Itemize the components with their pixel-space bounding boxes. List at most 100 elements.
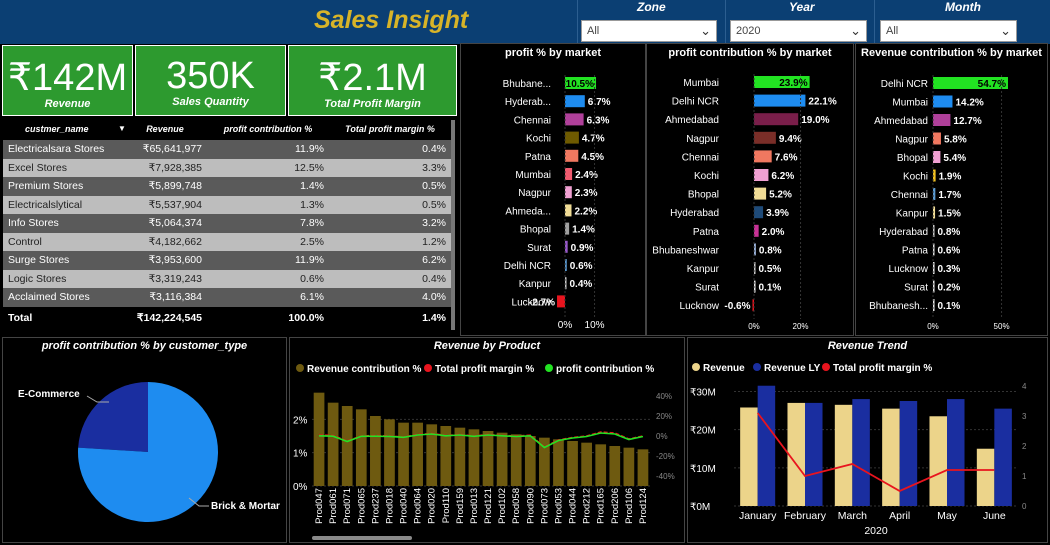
- bar[interactable]: [805, 402, 823, 506]
- horizontal-scrollbar[interactable]: [312, 536, 412, 540]
- bar[interactable]: [553, 439, 564, 486]
- bar[interactable]: [313, 392, 325, 486]
- bar[interactable]: [426, 424, 438, 486]
- bar[interactable]: [609, 446, 621, 486]
- bar[interactable]: [933, 95, 953, 108]
- table-row[interactable]: Logic Stores ₹3,319,243 0.6% 0.4%: [3, 269, 451, 288]
- table-row[interactable]: Electricalslytical ₹5,537,904 1.3% 0.5%: [3, 195, 451, 214]
- bar[interactable]: [565, 95, 585, 108]
- zone-filter-dropdown[interactable]: All ⌄: [581, 20, 717, 42]
- bar[interactable]: [947, 399, 965, 506]
- bar[interactable]: [740, 407, 758, 506]
- bar[interactable]: [623, 447, 635, 486]
- bar[interactable]: [933, 169, 936, 182]
- bar[interactable]: [754, 206, 764, 219]
- bar[interactable]: [637, 449, 649, 486]
- kpi-card-revenue[interactable]: ₹142M Revenue: [2, 45, 133, 116]
- bar[interactable]: [754, 76, 810, 88]
- year-filter-dropdown[interactable]: 2020 ⌄: [730, 20, 867, 42]
- bar[interactable]: [994, 408, 1012, 506]
- pie-slice[interactable]: [77, 382, 218, 522]
- bar[interactable]: [565, 77, 597, 89]
- bar[interactable]: [412, 422, 423, 486]
- bar[interactable]: [341, 406, 353, 486]
- column-header-customer[interactable]: custmer_name: [3, 118, 115, 140]
- column-header-revenue[interactable]: ▼ Revenue: [115, 118, 207, 140]
- bar[interactable]: [496, 432, 508, 486]
- bar[interactable]: [933, 151, 941, 163]
- bar[interactable]: [565, 113, 584, 126]
- bar[interactable]: [757, 385, 776, 506]
- bar[interactable]: [933, 188, 936, 200]
- bar[interactable]: [882, 408, 900, 506]
- bar[interactable]: [754, 113, 799, 126]
- table-row[interactable]: Premium Stores ₹5,899,748 1.4% 0.5%: [3, 177, 451, 196]
- bar[interactable]: [482, 431, 494, 486]
- bar[interactable]: [933, 132, 941, 145]
- bar[interactable]: [754, 262, 756, 274]
- bar[interactable]: [899, 401, 918, 506]
- column-header-profit-margin[interactable]: Total profit margin %: [329, 118, 451, 140]
- bar[interactable]: [933, 280, 935, 293]
- table-row[interactable]: Electricalsara Stores ₹65,641,977 11.9% 0.4…: [3, 140, 451, 159]
- bar[interactable]: [754, 131, 776, 144]
- bar[interactable]: [565, 240, 568, 253]
- series-line[interactable]: [319, 432, 644, 449]
- bar[interactable]: [565, 186, 572, 199]
- table-row[interactable]: Acclaimed Stores ₹3,116,384 6.1% 4.0%: [3, 288, 451, 307]
- bar[interactable]: [510, 434, 522, 486]
- bar[interactable]: [754, 224, 759, 237]
- bar[interactable]: [524, 436, 536, 486]
- bar[interactable]: [581, 442, 592, 486]
- bar[interactable]: [787, 402, 805, 506]
- bar[interactable]: [754, 187, 767, 200]
- bar[interactable]: [929, 416, 947, 506]
- bar[interactable]: [384, 419, 395, 486]
- bar[interactable]: [454, 427, 466, 486]
- bar[interactable]: [539, 437, 550, 486]
- bar[interactable]: [933, 206, 936, 219]
- bar[interactable]: [565, 259, 567, 271]
- kpi-card-sales-quantity[interactable]: 350K Sales Quantity: [135, 45, 286, 116]
- bar[interactable]: [933, 299, 935, 311]
- bar[interactable]: [565, 168, 573, 180]
- bar[interactable]: [398, 422, 409, 486]
- bar[interactable]: [834, 404, 853, 506]
- table-row[interactable]: Control ₹4,182,662 2.5% 1.2%: [3, 232, 451, 251]
- bar[interactable]: [557, 295, 565, 308]
- bar[interactable]: [754, 94, 806, 107]
- bar[interactable]: [933, 114, 951, 126]
- bar[interactable]: [976, 448, 995, 506]
- column-header-profit-contribution[interactable]: profit contribution %: [207, 118, 329, 140]
- bar[interactable]: [565, 222, 570, 235]
- bar[interactable]: [752, 299, 755, 312]
- table-scrollbar[interactable]: [451, 120, 455, 330]
- table-row[interactable]: Excel Stores ₹7,928,385 12.5% 3.3%: [3, 158, 451, 177]
- kpi-card-total-profit-margin[interactable]: ₹2.1M Total Profit Margin: [288, 45, 457, 116]
- bar[interactable]: [754, 280, 756, 293]
- bar[interactable]: [933, 225, 935, 237]
- bar[interactable]: [440, 426, 452, 486]
- bar[interactable]: [933, 243, 935, 256]
- bar[interactable]: [754, 243, 756, 256]
- bar[interactable]: [852, 399, 870, 506]
- bar[interactable]: [754, 169, 769, 181]
- bar[interactable]: [933, 77, 1008, 89]
- bar[interactable]: [565, 149, 579, 162]
- bar[interactable]: [565, 131, 579, 144]
- bar[interactable]: [567, 441, 578, 486]
- bar[interactable]: [370, 416, 381, 486]
- bar[interactable]: [468, 429, 480, 486]
- bar[interactable]: [327, 402, 339, 486]
- month-filter-dropdown[interactable]: All ⌄: [880, 20, 1017, 42]
- bar[interactable]: [355, 409, 367, 486]
- pie-slice[interactable]: [78, 382, 148, 452]
- bar[interactable]: [565, 277, 567, 290]
- table-row[interactable]: Info Stores ₹5,064,374 7.8% 3.2%: [3, 214, 451, 233]
- table-row[interactable]: Surge Stores ₹3,953,600 11.9% 6.2%: [3, 251, 451, 270]
- bar[interactable]: [754, 150, 772, 163]
- series-line[interactable]: [756, 412, 995, 493]
- bar[interactable]: [565, 204, 572, 217]
- sort-desc-icon[interactable]: ▼: [118, 124, 126, 133]
- bar[interactable]: [933, 262, 935, 274]
